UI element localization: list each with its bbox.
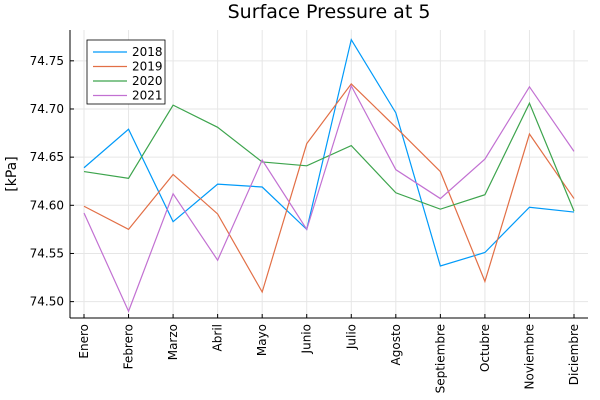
legend-label: 2021 [132, 89, 163, 103]
y-tick-label: 74.55 [30, 246, 64, 260]
x-tick-label: Diciembre [567, 324, 581, 385]
y-tick-label: 74.65 [30, 150, 64, 164]
y-axis-label: [kPa] [4, 156, 20, 191]
line-series [83, 83, 575, 294]
x-tick-label: Julio [344, 324, 358, 350]
x-tick-label: Septiembre [433, 324, 447, 393]
legend-label: 2020 [132, 74, 163, 88]
line-series [83, 84, 575, 313]
x-tick-label: Abril [211, 324, 225, 351]
x-tick-label: Mayo [255, 324, 269, 356]
legend-label: 2018 [132, 45, 163, 59]
chart-title: Surface Pressure at 5 [228, 1, 431, 23]
x-tick-label: Febrero [122, 324, 136, 369]
x-tick-label: Junio [300, 324, 314, 354]
x-tick-label: Agosto [389, 324, 403, 365]
y-tick-label: 74.70 [30, 102, 64, 116]
x-tick-label: Marzo [166, 324, 180, 360]
x-tick-label: Enero [77, 324, 91, 359]
y-tick-label: 74.60 [30, 198, 64, 212]
line-series [83, 38, 575, 267]
legend-box [86, 39, 166, 105]
legend-label: 2019 [132, 60, 163, 74]
x-tick-label: Octubre [478, 324, 492, 372]
x-tick-label: Noviembre [522, 324, 536, 390]
y-tick-label: 74.75 [30, 54, 64, 68]
y-tick-label: 74.50 [30, 295, 64, 309]
